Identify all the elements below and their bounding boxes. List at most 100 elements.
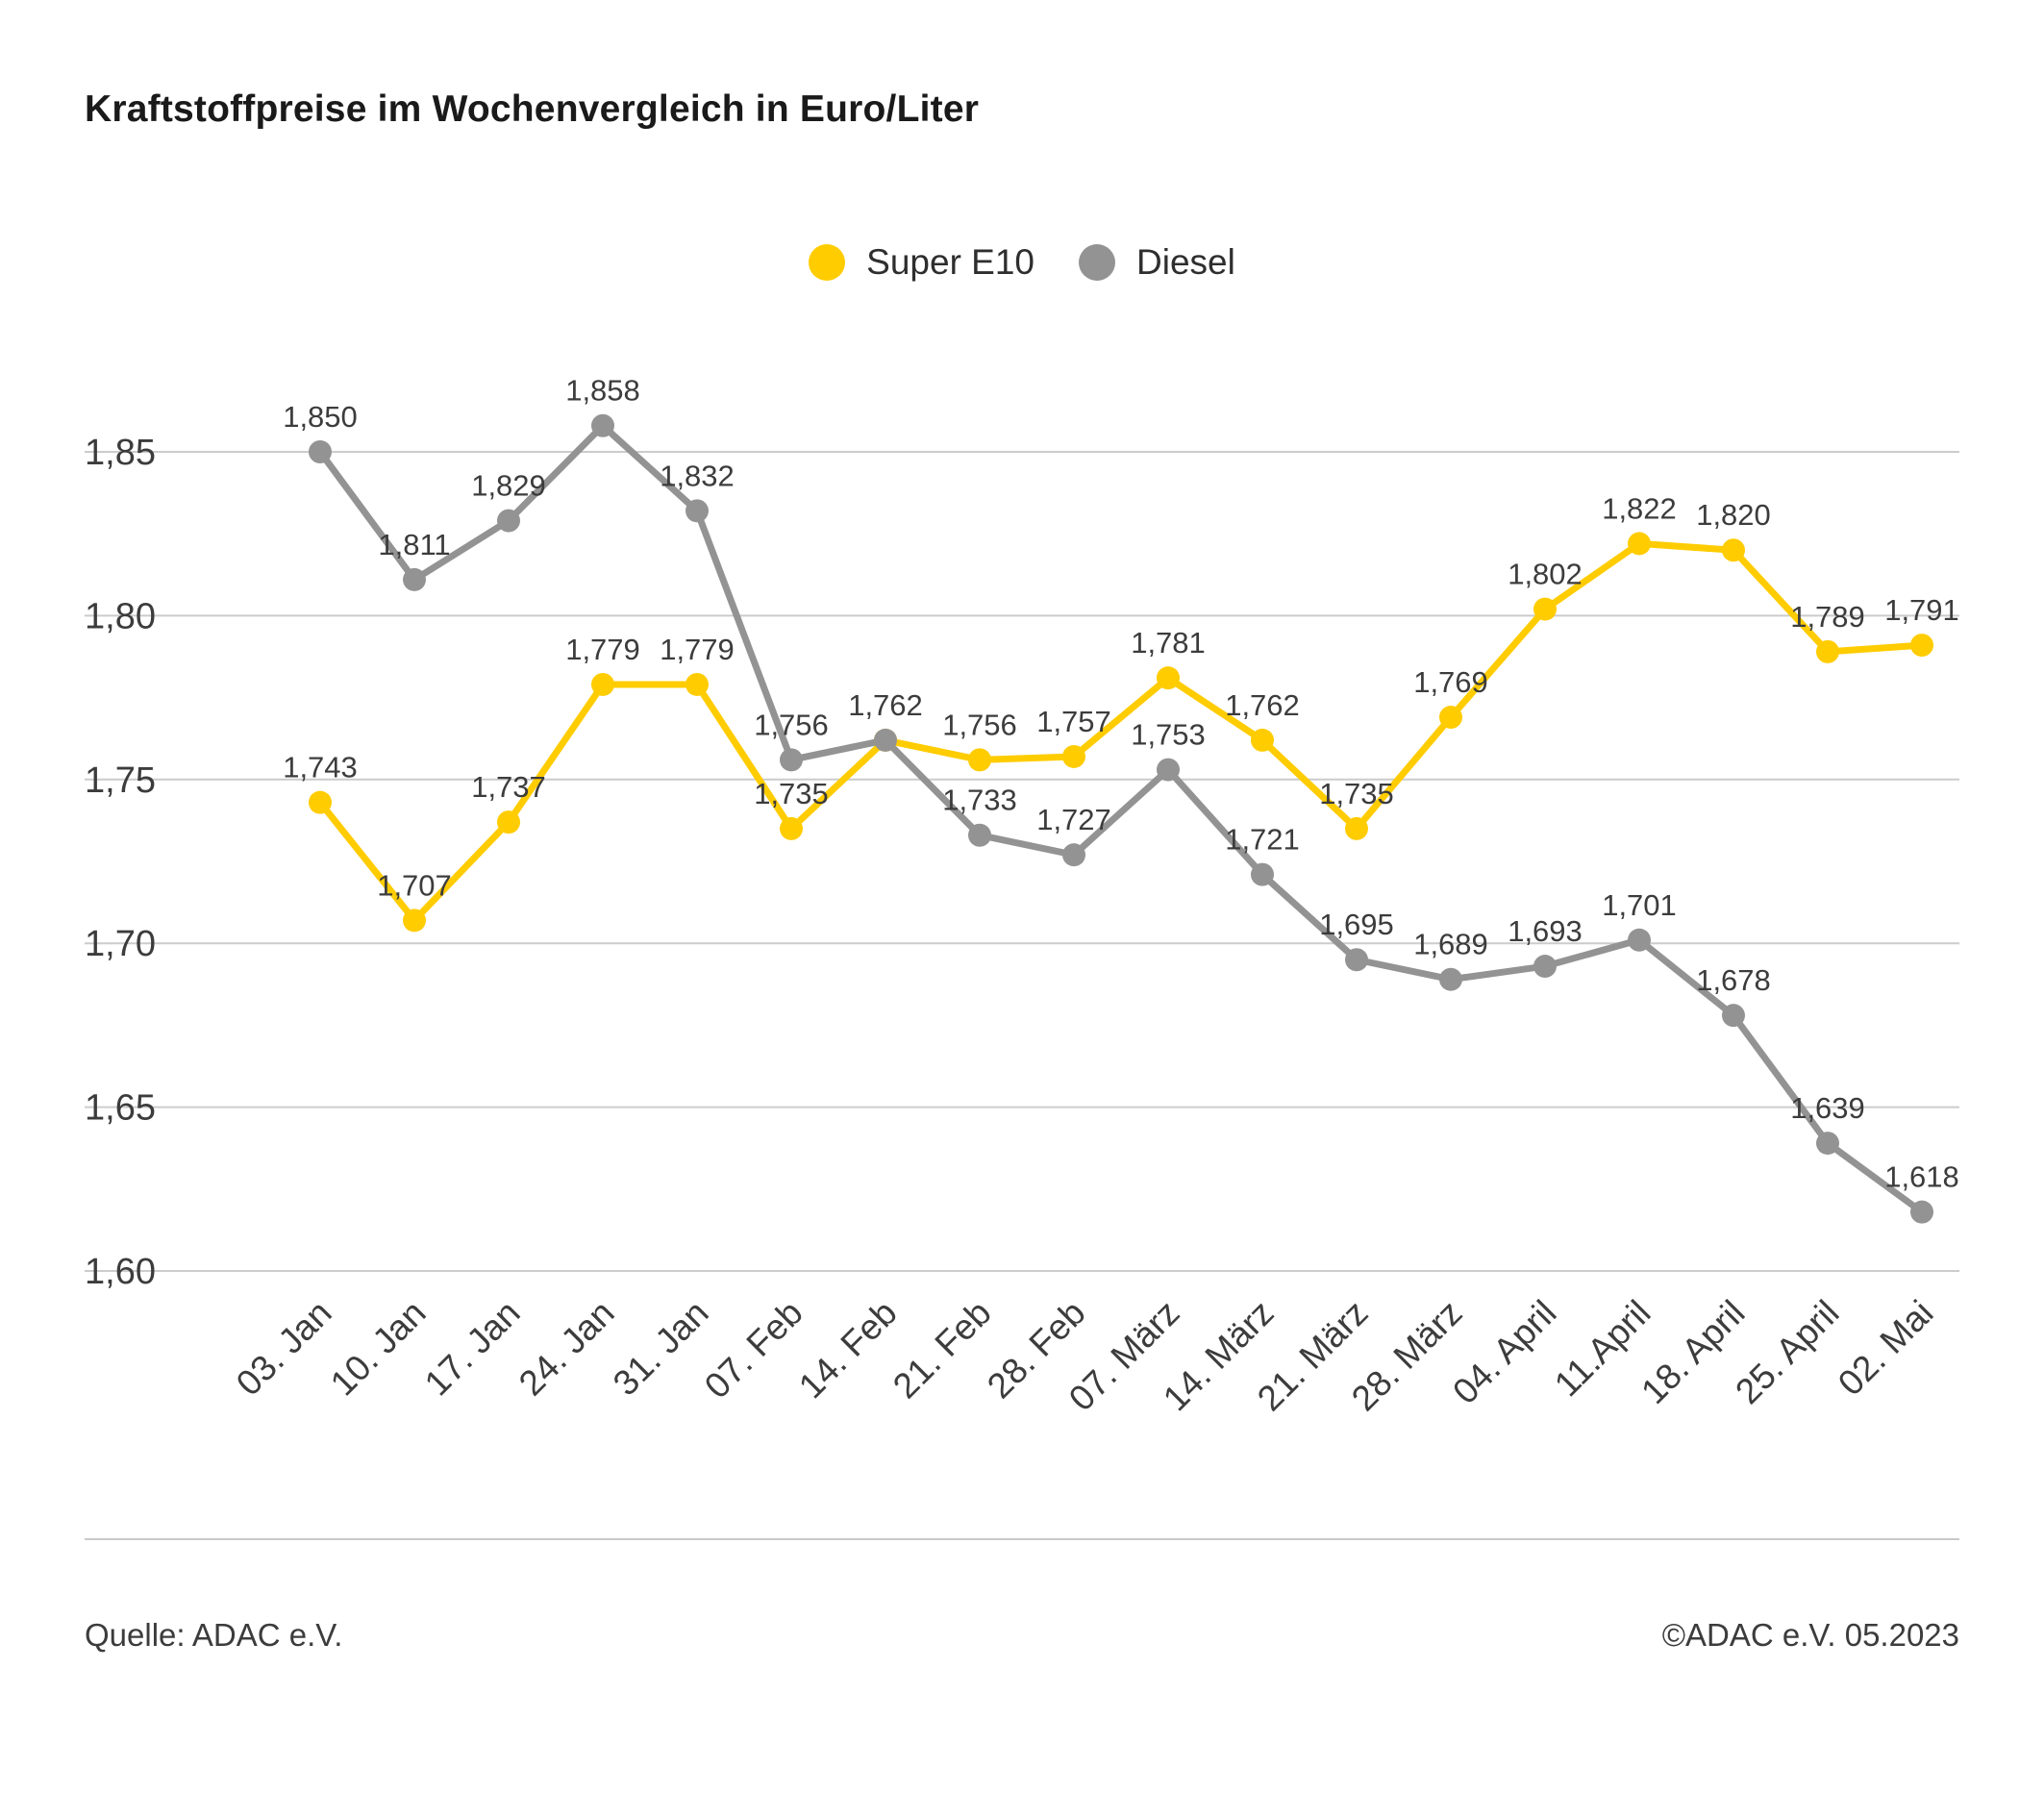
data-label: 1,689 [1413,928,1488,961]
x-axis-label: 03. Jan [229,1293,339,1404]
y-axis-label: 1,60 [85,1252,156,1292]
data-label: 1,693 [1508,914,1583,948]
data-point-diesel [309,440,332,463]
data-point-super-e10 [309,790,332,814]
data-label: 1,701 [1602,888,1677,922]
data-point-diesel [780,748,803,772]
legend-label-diesel: Diesel [1136,242,1235,282]
data-label: 1,639 [1790,1091,1865,1125]
x-axis-label: 18. April [1633,1293,1753,1412]
legend-label-super-e10: Super E10 [866,242,1035,282]
data-label: 1,737 [471,770,546,804]
data-point-super-e10 [968,748,991,772]
source-text: Quelle: ADAC e.V. [85,1617,343,1653]
data-point-diesel [968,823,991,847]
data-label: 1,707 [377,868,452,902]
data-point-super-e10 [1157,666,1180,690]
x-axis-label: 24. Jan [511,1293,622,1404]
data-label: 1,811 [378,528,450,561]
data-label: 1,829 [471,469,546,503]
y-axis-label: 1,85 [85,433,156,473]
data-point-super-e10 [685,672,709,696]
data-point-super-e10 [497,810,520,834]
legend-dot-super-e10-icon [809,244,846,281]
data-point-diesel [1345,948,1368,972]
x-axis-label: 17. Jan [417,1293,528,1404]
data-label: 1,756 [754,708,829,741]
data-label: 1,822 [1602,491,1677,525]
series-line-diesel [316,422,1926,1216]
data-label: 1,757 [1036,705,1111,738]
data-label: 1,735 [1319,777,1394,810]
x-axis-label: 04. April [1445,1293,1564,1412]
data-point-diesel [1533,955,1557,979]
data-point-diesel [874,728,897,752]
data-label: 1,762 [848,688,923,722]
data-label: 1,695 [1319,908,1394,941]
data-point-super-e10 [403,909,426,933]
data-label: 1,756 [942,708,1017,741]
data-label: 1,769 [1413,665,1488,699]
copyright-text: ©ADAC e.V. 05.2023 [1661,1617,1959,1653]
x-axis-label: 21. Feb [885,1293,999,1407]
data-label: 1,735 [754,777,829,810]
data-point-super-e10 [1722,538,1745,562]
data-label: 1,727 [1036,803,1111,836]
data-point-diesel [1910,1200,1933,1224]
data-point-super-e10 [1816,639,1839,663]
data-point-super-e10 [1062,744,1085,768]
x-axis-label: 31. Jan [606,1293,716,1404]
x-axis-label: 07. Feb [697,1293,810,1407]
legend-dot-diesel-icon [1079,244,1116,281]
y-axis-label: 1,80 [85,596,156,636]
y-axis-label: 1,75 [85,760,156,801]
legend-item-super-e10: Super E10 [809,242,1034,283]
data-point-diesel [685,499,709,523]
data-label: 1,721 [1225,823,1300,857]
data-point-super-e10 [1533,597,1557,621]
chart-title: Kraftstoffpreise im Wochenvergleich in E… [85,88,980,130]
series-line-super-e10 [316,539,1926,924]
data-point-super-e10 [1345,816,1368,840]
data-label: 1,779 [660,633,735,666]
data-label: 1,789 [1790,600,1865,634]
x-axis-label: 02. Mai [1831,1293,1941,1404]
data-label: 1,678 [1696,963,1771,997]
y-axis-label: 1,65 [85,1088,156,1129]
data-point-super-e10 [780,816,803,840]
footer-divider [85,1538,1959,1540]
data-label: 1,733 [942,784,1017,817]
data-point-super-e10 [1910,634,1933,658]
data-point-super-e10 [1628,532,1651,556]
y-axis-label: 1,70 [85,924,156,964]
data-point-diesel [1157,758,1180,782]
data-label: 1,762 [1225,688,1300,722]
data-point-super-e10 [1251,728,1274,752]
data-label: 1,753 [1131,718,1206,752]
data-label: 1,858 [565,374,640,408]
data-label: 1,618 [1884,1160,1959,1194]
data-point-diesel [403,567,426,591]
data-label: 1,781 [1131,626,1206,660]
data-point-super-e10 [591,672,614,696]
data-point-diesel [1722,1004,1745,1028]
data-label: 1,802 [1508,558,1583,591]
data-label: 1,820 [1696,498,1771,532]
legend-item-diesel: Diesel [1079,242,1235,283]
data-point-diesel [497,509,520,533]
x-axis-label: 25. April [1728,1293,1847,1412]
data-label: 1,832 [660,459,735,492]
x-axis-label: 10. Jan [323,1293,434,1404]
data-label: 1,743 [283,751,358,784]
data-point-diesel [591,413,614,437]
legend: Super E10 Diesel [0,242,2044,283]
data-point-diesel [1439,967,1462,991]
data-point-diesel [1251,862,1274,886]
data-label: 1,779 [565,633,640,666]
data-point-super-e10 [1439,706,1462,730]
data-label: 1,791 [1884,593,1959,627]
data-point-diesel [1062,843,1085,867]
data-point-diesel [1628,928,1651,952]
